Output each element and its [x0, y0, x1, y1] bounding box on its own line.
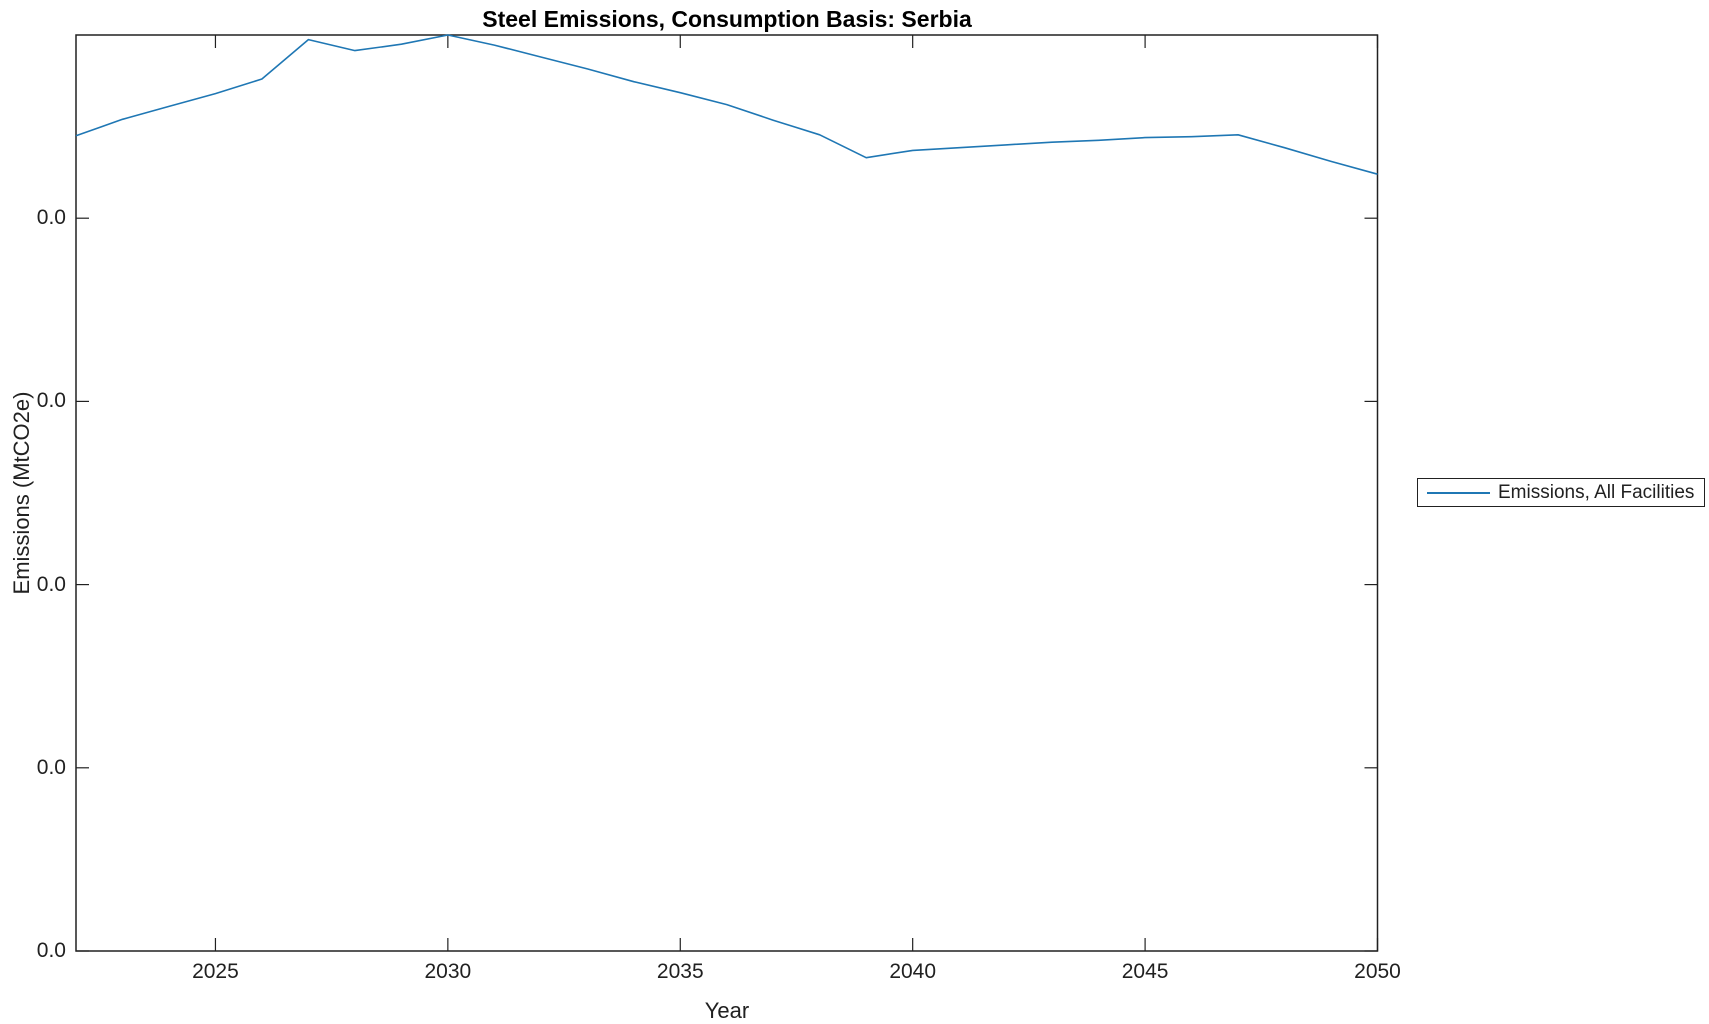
x-tick-label: 2030 — [424, 960, 472, 983]
x-tick-label: 2025 — [192, 960, 239, 983]
y-tick-label: 0.0 — [36, 939, 66, 962]
legend-line-sample-icon — [1427, 491, 1490, 494]
axes-box — [75, 34, 1379, 952]
y-tick-label: 0.0 — [36, 389, 66, 413]
y-tick-label: 0.0 — [36, 206, 66, 230]
legend-box: Emissions, All Facilities — [1417, 478, 1705, 507]
chart-title: Steel Emissions, Consumption Basis: Serb… — [482, 6, 972, 32]
y-tick-label: 0.0 — [36, 572, 66, 596]
x-axis-label: Year — [704, 998, 750, 1023]
y-tick-label: 0.0 — [36, 755, 66, 779]
x-tick-label: 2045 — [1121, 960, 1169, 983]
emissions-line — [75, 34, 1378, 175]
x-tick-label: 2040 — [889, 960, 937, 983]
x-tick-label: 2035 — [656, 960, 704, 983]
x-tick-label: 2050 — [1354, 960, 1401, 983]
legend-entry-label: Emissions, All Facilities — [1498, 481, 1695, 503]
